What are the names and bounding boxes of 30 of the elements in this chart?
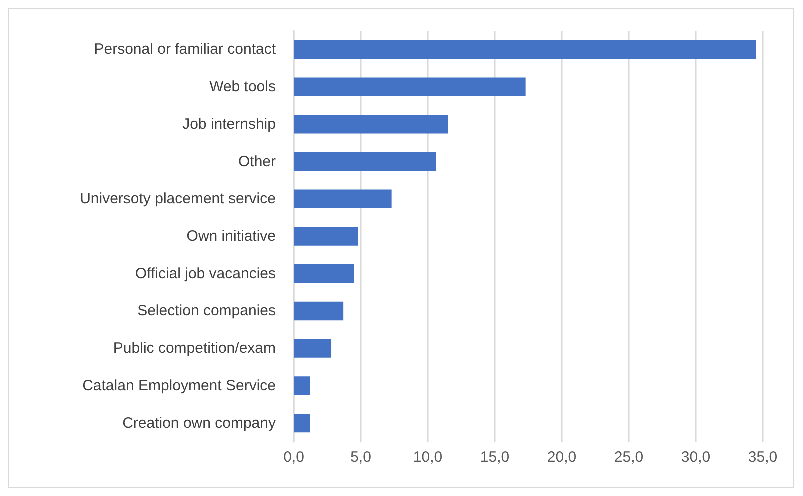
bar	[294, 376, 310, 396]
y-tick-label: Official job vacancies	[135, 265, 276, 282]
bar	[294, 40, 756, 60]
x-tick-label: 0,0	[284, 449, 304, 466]
x-tick-label: 30,0	[681, 449, 711, 466]
x-tick-label: 35,0	[748, 449, 778, 466]
x-tick-label: 10,0	[413, 449, 443, 466]
bar	[294, 190, 392, 208]
bar	[294, 414, 310, 433]
x-tick-label: 5,0	[350, 449, 372, 466]
bar	[294, 227, 358, 246]
bar	[294, 115, 448, 134]
bar	[294, 302, 344, 321]
bar	[294, 152, 436, 172]
bar	[294, 264, 354, 284]
x-tick-label: 20,0	[547, 449, 577, 466]
y-tick-label: Creation own company	[122, 414, 276, 432]
y-tick-label: Job internship	[182, 116, 276, 133]
bar	[294, 78, 526, 96]
x-tick-label: 25,0	[614, 449, 644, 466]
y-tick-label: Web tools	[210, 78, 276, 96]
y-tick-label: Own initiative	[186, 228, 276, 245]
y-tick-label: Personal or familiar contact	[94, 41, 277, 58]
y-tick-label: Public competition/exam	[113, 340, 276, 358]
x-tick-label: 15,0	[480, 449, 510, 466]
bar	[294, 339, 332, 358]
y-tick-label: Catalan Employment Service	[82, 377, 276, 394]
y-tick-label: Selection companies	[138, 302, 276, 320]
y-tick-label: Other	[238, 153, 276, 170]
y-tick-label: Universoty placement service	[80, 190, 276, 208]
